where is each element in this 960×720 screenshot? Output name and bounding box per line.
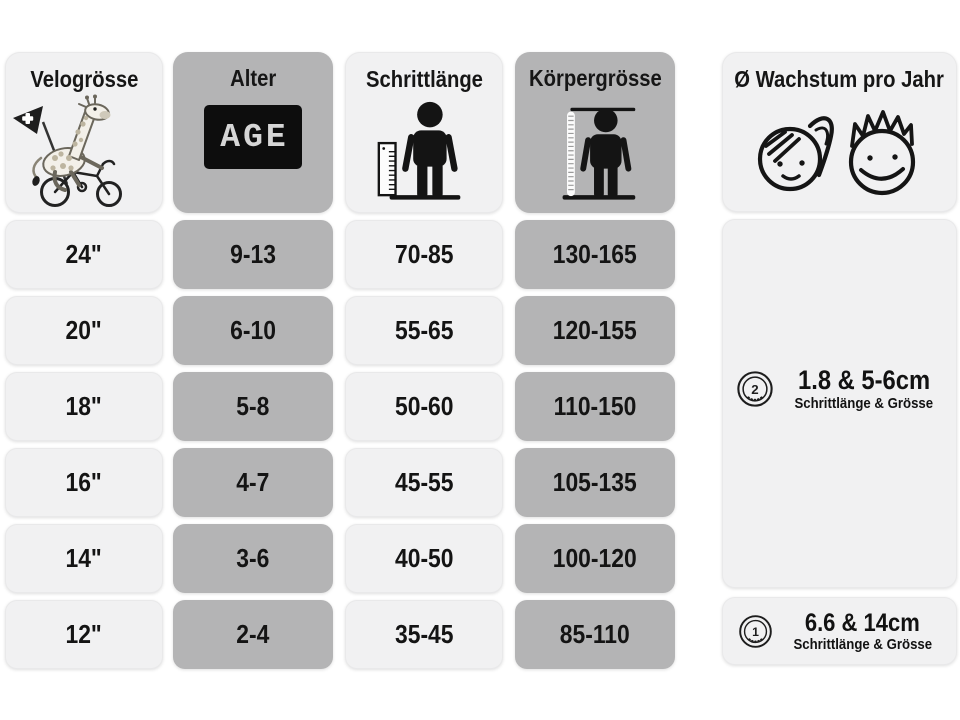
person-with-ruler-icon <box>377 101 461 200</box>
cell-value: 110-150 <box>553 391 637 421</box>
growth-note-caption: Schrittlänge & Grösse <box>793 635 932 653</box>
column-title-velogroesse: Velogrösse <box>29 66 138 92</box>
cell-value: 5-8 <box>236 391 270 421</box>
column-header-alter: Alter AGE <box>173 52 333 213</box>
cell-value: 12" <box>65 619 103 649</box>
cell-koerpergroesse-r6: 85-110 <box>515 600 675 669</box>
girl-and-boy-faces-icon <box>757 110 915 196</box>
cell-velogroesse-r2: 20" <box>5 296 163 365</box>
column-header-schrittlaenge: Schrittlänge <box>345 52 503 213</box>
cell-value: 16" <box>65 467 103 497</box>
growth-note-card-2: 2 1.8 & 5-6cm Schrittlänge & Grösse <box>722 219 957 588</box>
column-title-alter: Alter <box>229 65 277 91</box>
growth-note-value: 6.6 & 14cm <box>805 608 920 637</box>
cell-value: 18" <box>65 391 103 421</box>
cell-value: 100-120 <box>553 543 637 573</box>
cell-value: 130-165 <box>553 239 637 269</box>
cell-value: 105-135 <box>553 467 637 497</box>
growth-note-text: 1.8 & 5-6cm Schrittlänge & Grösse <box>785 365 943 413</box>
cell-schrittlaenge-r6: 35-45 <box>345 600 503 669</box>
cell-value: 35-45 <box>394 619 454 649</box>
cell-alter-r6: 2-4 <box>173 600 333 669</box>
cell-alter-r3: 5-8 <box>173 372 333 441</box>
giraffe-on-bike-icon <box>13 94 122 207</box>
cell-alter-r4: 4-7 <box>173 448 333 517</box>
column-header-koerpergroesse: Körpergrösse <box>515 52 675 213</box>
growth-note-value: 1.8 & 5-6cm <box>797 364 931 395</box>
cell-schrittlaenge-r2: 55-65 <box>345 296 503 365</box>
cell-koerpergroesse-r5: 100-120 <box>515 524 675 593</box>
cell-velogroesse-r1: 24" <box>5 220 163 289</box>
person-height-measure-icon <box>562 107 636 200</box>
badge-2-number: 2 <box>752 381 759 396</box>
cell-schrittlaenge-r3: 50-60 <box>345 372 503 441</box>
growth-panel-header: Ø Wachstum pro Jahr <box>722 52 957 212</box>
cell-value: 2-4 <box>236 619 270 649</box>
cell-koerpergroesse-r1: 130-165 <box>515 220 675 289</box>
cell-koerpergroesse-r4: 105-135 <box>515 448 675 517</box>
badge-2-icon: 2 <box>737 370 773 407</box>
growth-note: 1 6.6 & 14cm Schrittlänge & Grösse <box>738 610 942 653</box>
badge-1-icon: 1 <box>738 614 772 648</box>
cell-value: 14" <box>65 543 103 573</box>
cell-value: 85-110 <box>560 619 630 649</box>
cell-alter-r1: 9-13 <box>173 220 333 289</box>
cell-velogroesse-r5: 14" <box>5 524 163 593</box>
cell-velogroesse-r3: 18" <box>5 372 163 441</box>
badge-1-number: 1 <box>752 624 759 638</box>
growth-note-text: 6.6 & 14cm Schrittlänge & Grösse <box>784 610 942 653</box>
cell-schrittlaenge-r1: 70-85 <box>345 220 503 289</box>
cell-value: 70-85 <box>394 239 454 269</box>
growth-note: 2 1.8 & 5-6cm Schrittlänge & Grösse <box>736 365 943 413</box>
cell-value: 120-155 <box>553 315 637 345</box>
cell-value: 55-65 <box>394 315 454 345</box>
age-badge-text: AGE <box>220 118 289 156</box>
cell-value: 20" <box>65 315 103 345</box>
cell-alter-r5: 3-6 <box>173 524 333 593</box>
cell-schrittlaenge-r5: 40-50 <box>345 524 503 593</box>
cell-value: 24" <box>65 239 103 269</box>
cell-value: 40-50 <box>394 543 454 573</box>
cell-value: 4-7 <box>236 467 270 497</box>
cell-value: 6-10 <box>230 315 276 345</box>
cell-velogroesse-r4: 16" <box>5 448 163 517</box>
cell-koerpergroesse-r3: 110-150 <box>515 372 675 441</box>
cell-velogroesse-r6: 12" <box>5 600 163 669</box>
growth-note-card-1: 1 6.6 & 14cm Schrittlänge & Grösse <box>722 597 957 665</box>
cell-schrittlaenge-r4: 45-55 <box>345 448 503 517</box>
column-title-schrittlaenge: Schrittlänge <box>365 66 483 92</box>
column-title-koerpergroesse: Körpergrösse <box>528 65 662 91</box>
cell-alter-r2: 6-10 <box>173 296 333 365</box>
cell-koerpergroesse-r2: 120-155 <box>515 296 675 365</box>
cell-value: 50-60 <box>394 391 454 421</box>
column-header-velogroesse: Velogrösse <box>5 52 163 213</box>
cell-value: 3-6 <box>236 543 270 573</box>
cell-value: 9-13 <box>230 239 276 269</box>
growth-note-caption: Schrittlänge & Grösse <box>794 394 934 412</box>
cell-value: 45-55 <box>394 467 454 497</box>
growth-panel-title: Ø Wachstum pro Jahr <box>734 66 945 92</box>
age-badge-icon: AGE <box>204 105 302 169</box>
